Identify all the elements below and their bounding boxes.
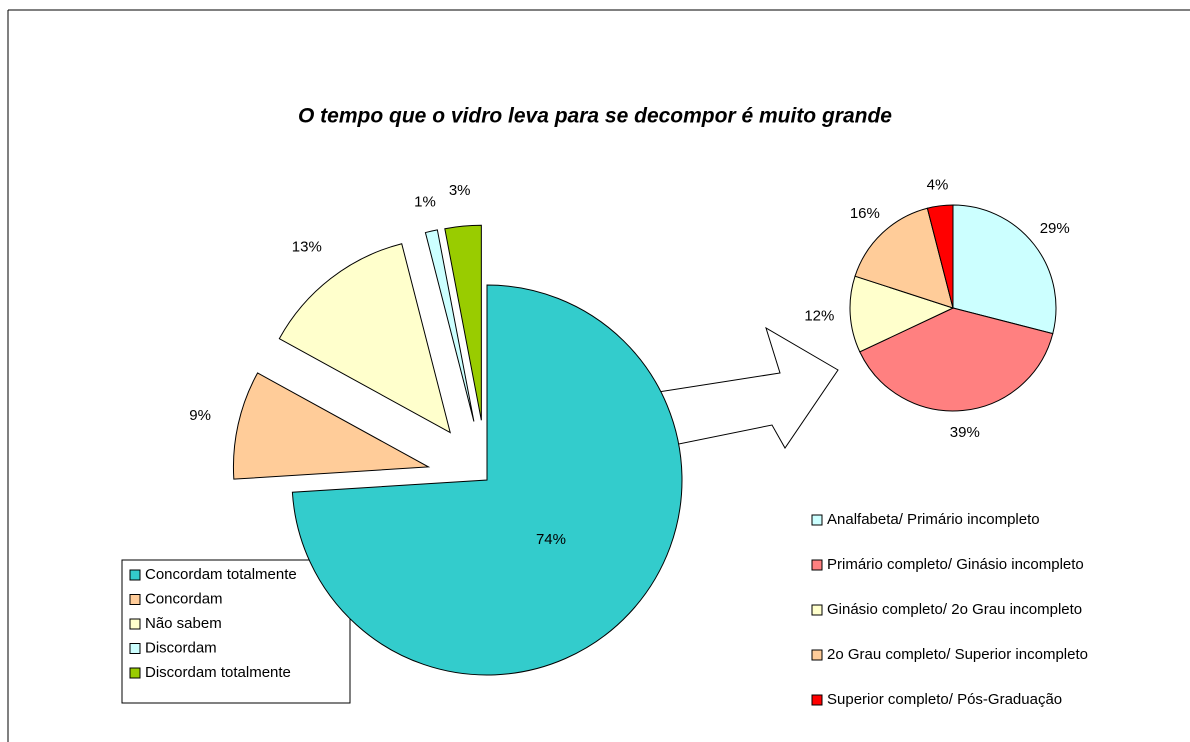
legend-swatch xyxy=(129,569,141,581)
legend-swatch xyxy=(129,594,141,605)
data-label: 74% xyxy=(536,531,566,548)
legend-label: 2o Grau completo/ Superior incompleto xyxy=(827,646,1088,663)
pie-slice xyxy=(926,204,954,309)
legend-box xyxy=(121,559,351,704)
pie-slice xyxy=(278,243,451,434)
pie-slice xyxy=(291,284,683,676)
data-label: 16% xyxy=(850,205,880,222)
data-label: 9% xyxy=(189,407,211,424)
legend-label: Não sabem xyxy=(145,615,222,632)
legend-swatch xyxy=(811,649,823,661)
legend-label: Analfabeta/ Primário incompleto xyxy=(827,511,1040,528)
pie-slice xyxy=(849,275,955,353)
legend-swatch xyxy=(811,559,823,571)
legend-swatch xyxy=(811,514,823,526)
data-label: 29% xyxy=(1040,220,1070,237)
legend-swatch xyxy=(129,667,141,679)
legend-label: Concordam totalmente xyxy=(145,566,297,583)
legend-label: Ginásio completo/ 2o Grau incompleto xyxy=(827,601,1082,618)
data-label: 4% xyxy=(927,176,949,193)
data-label: 39% xyxy=(950,424,980,441)
data-label: 13% xyxy=(292,239,322,256)
legend-swatch xyxy=(129,643,141,654)
data-label: 12% xyxy=(804,307,834,324)
legend-label: Primário completo/ Ginásio incompleto xyxy=(827,556,1084,573)
pie-slice xyxy=(854,207,954,309)
legend-label: Discordam totalmente xyxy=(145,664,291,681)
data-label: 1% xyxy=(414,194,436,211)
legend-label: Discordam xyxy=(145,639,217,656)
legend-label: Concordam xyxy=(145,590,223,607)
pie-slice xyxy=(952,204,1057,335)
legend-swatch xyxy=(129,618,141,630)
pie-slice xyxy=(424,229,475,422)
data-label: 3% xyxy=(449,182,471,199)
legend-label: Superior completo/ Pós-Graduação xyxy=(827,691,1062,708)
legend-swatch xyxy=(811,694,823,706)
chart-title: O tempo que o vidro leva para se decompo… xyxy=(298,105,892,128)
pie-slice xyxy=(444,224,482,421)
pie-slice xyxy=(232,372,431,480)
legend-swatch xyxy=(811,604,823,616)
pie-slice xyxy=(859,307,1054,412)
